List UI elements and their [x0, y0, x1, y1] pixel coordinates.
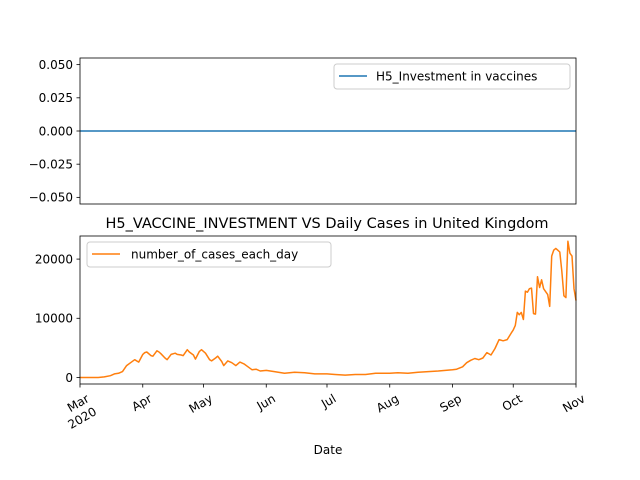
bottom-y-ticks: 0 10000 20000 — [35, 252, 80, 385]
bottom-y-tick-label: 20000 — [35, 252, 73, 266]
top-subplot: −0.050 −0.025 0.000 0.025 0.050 H5_Investmen… — [29, 57, 577, 205]
bottom-y-tick-label: 10000 — [35, 312, 73, 326]
x-tick-label-line: Jul — [318, 391, 338, 411]
top-legend-box — [333, 63, 571, 90]
bottom-series-line — [80, 240, 577, 379]
top-plot-frame — [79, 57, 577, 205]
top-legend: H5_Investment in vaccines — [333, 63, 571, 90]
x-tick-label: Jul — [318, 391, 338, 411]
top-y-tick-label: −0.025 — [29, 157, 73, 171]
top-y-tick-label: 0.000 — [39, 124, 73, 138]
bottom-subplot: H5_VACCINE_INVESTMENT VS Daily Cases in … — [35, 216, 588, 457]
x-axis-label: Date — [314, 443, 343, 457]
top-y-tick-label: −0.050 — [29, 191, 73, 205]
bottom-y-tick-label: 0 — [65, 371, 73, 385]
top-legend-label: H5_Investment in vaccines — [376, 70, 537, 84]
bottom-legend-box — [86, 241, 332, 268]
bottom-legend: number_of_cases_each_day — [86, 241, 332, 268]
top-y-tick-label: 0.050 — [39, 58, 73, 72]
top-y-ticks: −0.050 −0.025 0.000 0.025 0.050 — [29, 58, 80, 205]
bottom-plot-frame — [79, 235, 577, 385]
bottom-chart-title: H5_VACCINE_INVESTMENT VS Daily Cases in … — [106, 216, 549, 232]
top-y-tick-label: 0.025 — [39, 91, 73, 105]
bottom-legend-label: number_of_cases_each_day — [131, 248, 298, 262]
